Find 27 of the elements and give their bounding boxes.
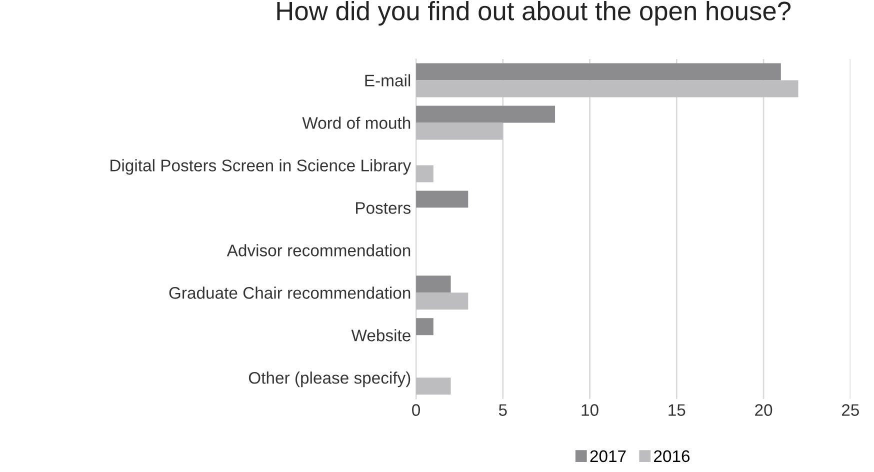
bar <box>416 80 798 98</box>
legend-label: 2017 <box>590 450 626 462</box>
y-tick-label: Advisor recommendation <box>226 244 410 256</box>
bar <box>416 378 451 395</box>
bar <box>416 165 434 182</box>
y-tick-label: Posters <box>356 202 411 214</box>
y-tick-label: E-mail <box>365 74 410 86</box>
x-tick-label: 5 <box>498 404 507 416</box>
y-tick-label: Website <box>351 329 410 342</box>
y-tick-label: Other (please specify) <box>248 372 410 388</box>
x-tick-label: 15 <box>668 404 686 416</box>
bar <box>416 106 556 123</box>
bar <box>416 276 451 293</box>
bar <box>416 292 468 310</box>
x-tick-label: 0 <box>412 404 420 416</box>
bar <box>416 63 781 80</box>
bar <box>416 318 434 336</box>
x-tick-label: 20 <box>755 404 772 416</box>
y-tick-label: Word of mouth <box>302 116 410 129</box>
x-tick-label: 10 <box>582 404 598 416</box>
legend-label: 2016 <box>654 450 690 462</box>
bar <box>416 190 468 208</box>
x-tick-label: 25 <box>842 404 859 416</box>
bar <box>416 122 503 140</box>
chart-title: How did you find out about the open house? <box>277 0 791 26</box>
y-tick-label: Digital Posters Screen in Science Library <box>110 159 412 175</box>
y-tick-label: Graduate Chair recommendation <box>169 286 410 299</box>
